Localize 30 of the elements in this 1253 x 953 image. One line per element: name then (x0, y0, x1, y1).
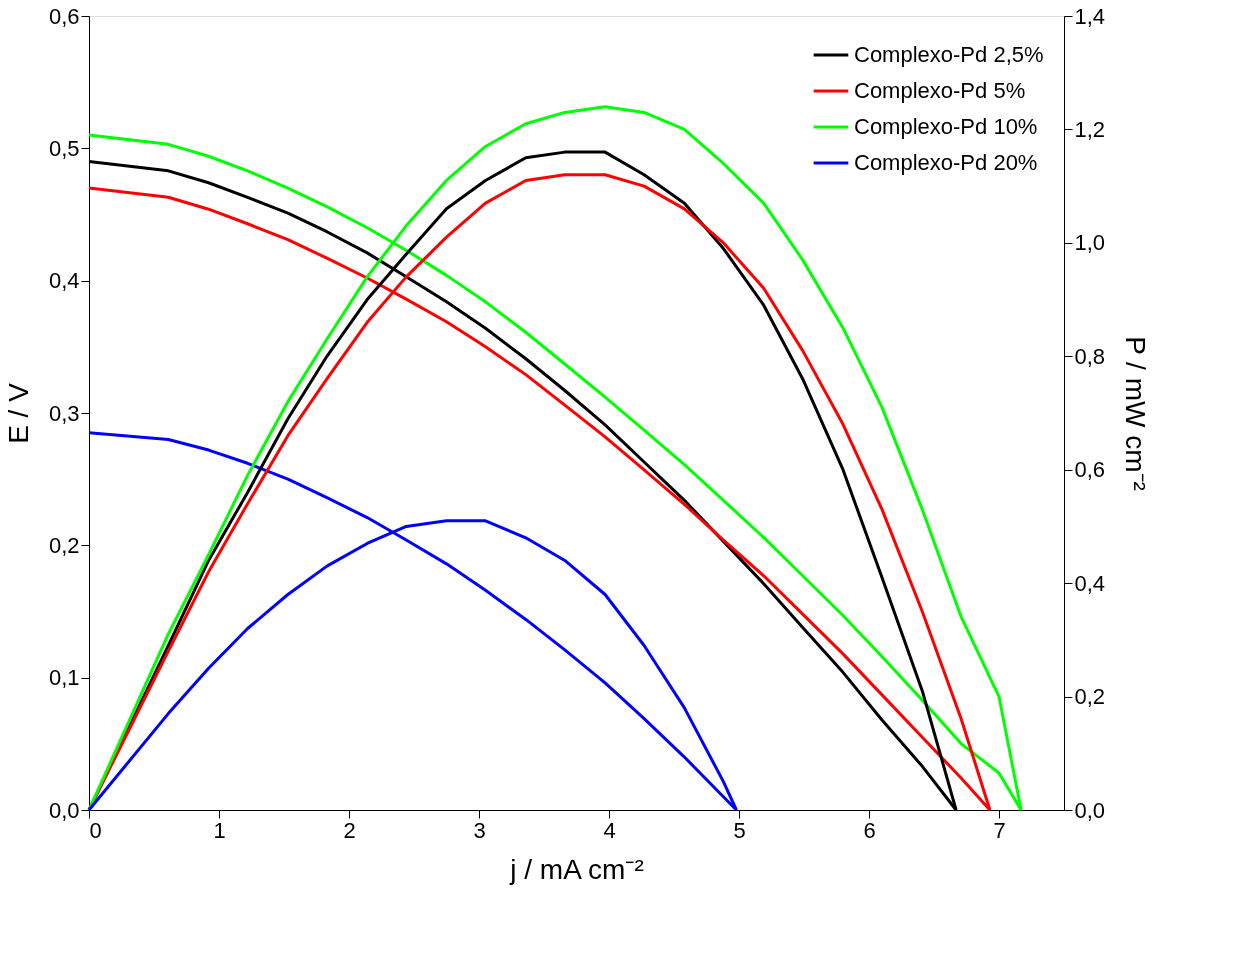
legend-label: Complexo-Pd 5% (854, 78, 1026, 103)
legend-label: Complexo-Pd 2,5% (854, 42, 1044, 67)
y-tick-label: 0,0 (48, 797, 80, 823)
y-tick-label: 0,4 (48, 268, 80, 294)
y-tick-label: 0,5 (48, 135, 80, 161)
y2-tick-label: 0,0 (1074, 797, 1106, 823)
y2-tick-label: 0,4 (1074, 570, 1106, 596)
x-tick-label: 3 (473, 817, 486, 843)
y-tick-label: 0,2 (48, 532, 80, 558)
x-axis-title: j / mA cm⁻² (509, 853, 644, 885)
y2-tick-label: 1,0 (1074, 230, 1106, 256)
y2-axis-title: P / mW cm⁻² (1120, 336, 1152, 491)
y2-tick-label: 0,2 (1074, 684, 1106, 710)
y-tick-label: 0,3 (48, 400, 80, 426)
y2-tick-label: 1,4 (1074, 3, 1106, 29)
x-tick-label: 0 (89, 817, 102, 843)
y2-tick-label: 1,2 (1074, 116, 1106, 142)
legend-label: Complexo-Pd 20% (854, 150, 1038, 175)
x-tick-label: 5 (733, 817, 746, 843)
x-tick-label: 1 (213, 817, 226, 843)
y-axis-title: E / V (2, 382, 34, 444)
y2-tick-label: 0,8 (1074, 343, 1106, 369)
x-tick-label: 6 (863, 817, 876, 843)
y-tick-label: 0,1 (48, 665, 80, 691)
x-tick-label: 2 (343, 817, 356, 843)
x-tick-label: 4 (603, 817, 616, 843)
x-tick-label: 7 (993, 817, 1006, 843)
legend-label: Complexo-Pd 10% (854, 114, 1038, 139)
y-tick-label: 0,6 (48, 3, 80, 29)
y2-tick-label: 0,6 (1074, 457, 1106, 483)
